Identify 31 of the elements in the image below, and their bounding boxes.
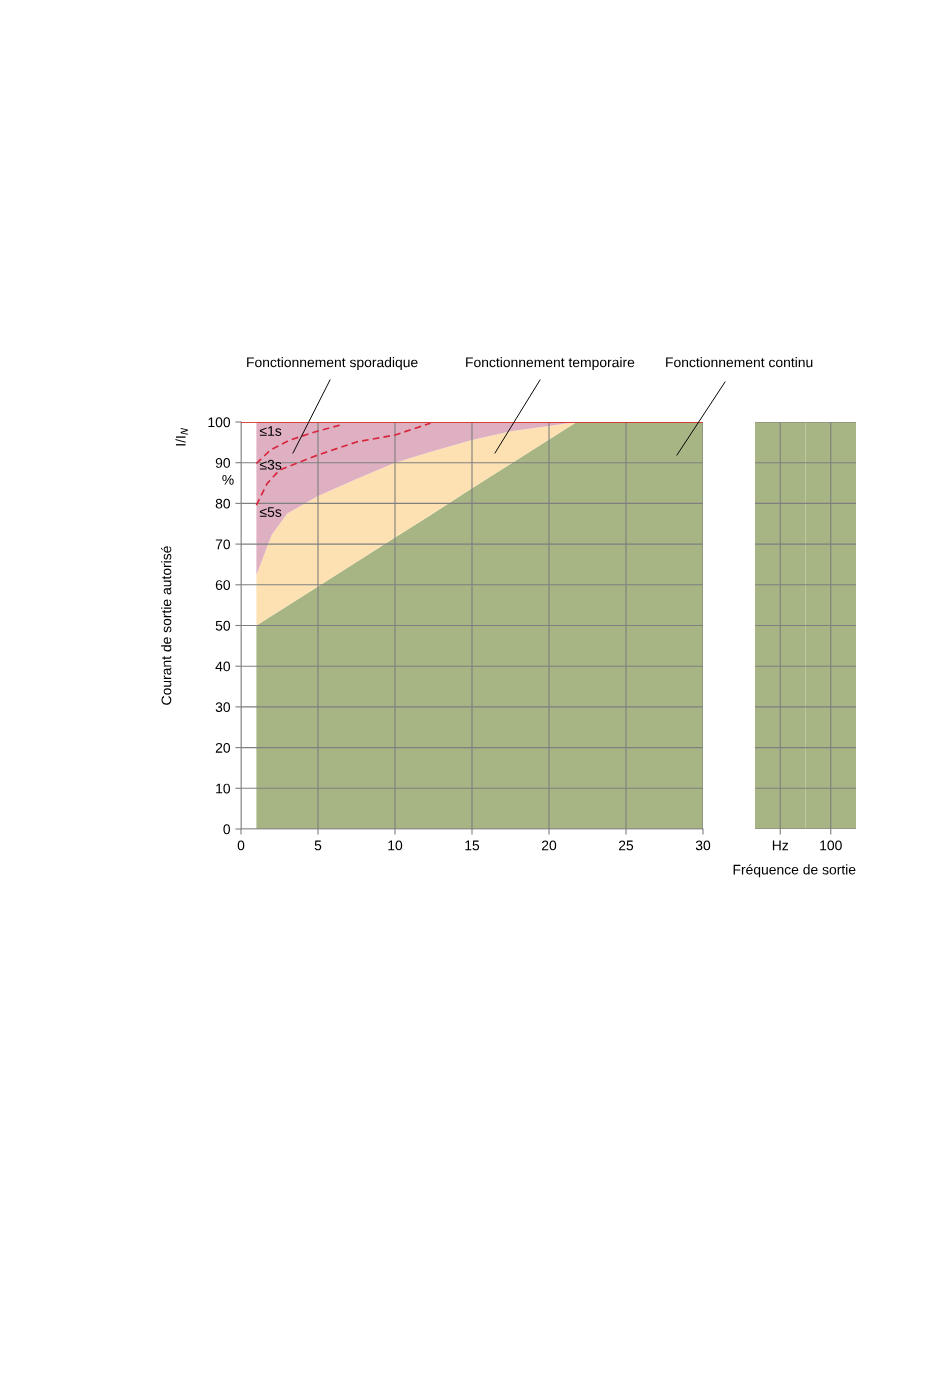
y-tick-label: 20: [215, 742, 231, 753]
y-tick-label: 90: [215, 458, 231, 468]
y-tick-label: 80: [215, 498, 231, 509]
text: Fonctionnement sporadique: [247, 357, 418, 370]
y-tick-label: 40: [215, 661, 231, 672]
y-axis-title: Courant de sortie autorisé: [160, 546, 172, 705]
x-tick-label: 15: [465, 840, 480, 851]
annotation: ≤5s: [259, 507, 282, 517]
x-tick-label: 30: [695, 840, 711, 851]
x-tick-label: 5: [314, 840, 322, 851]
y-tick-label: 10: [216, 783, 231, 794]
text: Fonctionnement temporaire: [466, 357, 635, 370]
line-series: [255, 422, 432, 506]
x-axis-title: Fréquence de sortie: [733, 864, 856, 878]
x-tick-label: 10: [388, 840, 403, 851]
text: Fonctionnement continu: [666, 357, 813, 368]
y-tick-label: 100: [208, 417, 231, 428]
y-tick-label: 70: [215, 539, 231, 550]
y-tick-label: 30: [215, 702, 231, 713]
x-tick-label: 0: [237, 840, 245, 851]
text: I/I$_{N}$: [175, 428, 188, 446]
y-tick-label: 0: [223, 824, 231, 835]
y-tick-label: 60: [215, 580, 231, 590]
x-tick-label: 25: [618, 840, 634, 851]
x-tick-label: 20: [541, 840, 557, 851]
text: %: [222, 474, 234, 485]
annotation: ≤3s: [259, 459, 282, 470]
x-tick-label: 100: [820, 840, 842, 851]
text: Hz: [772, 840, 789, 851]
y-tick-label: 50: [215, 620, 231, 631]
annotation: ≤1s: [259, 426, 282, 436]
